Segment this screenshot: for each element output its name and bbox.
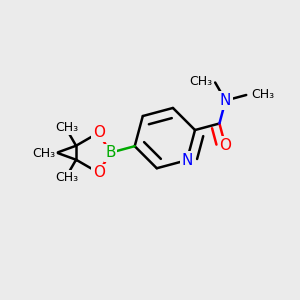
Text: O: O bbox=[93, 165, 105, 180]
Text: N: N bbox=[220, 93, 231, 108]
Text: O: O bbox=[219, 137, 231, 152]
Text: CH₃: CH₃ bbox=[55, 121, 78, 134]
Text: CH₃: CH₃ bbox=[32, 146, 55, 159]
Text: B: B bbox=[105, 145, 116, 160]
Text: CH₃: CH₃ bbox=[32, 147, 55, 160]
Text: CH₃: CH₃ bbox=[55, 171, 78, 184]
Text: N: N bbox=[181, 153, 193, 168]
Text: CH₃: CH₃ bbox=[189, 74, 212, 88]
Text: CH₃: CH₃ bbox=[252, 88, 275, 101]
Text: O: O bbox=[93, 125, 105, 140]
